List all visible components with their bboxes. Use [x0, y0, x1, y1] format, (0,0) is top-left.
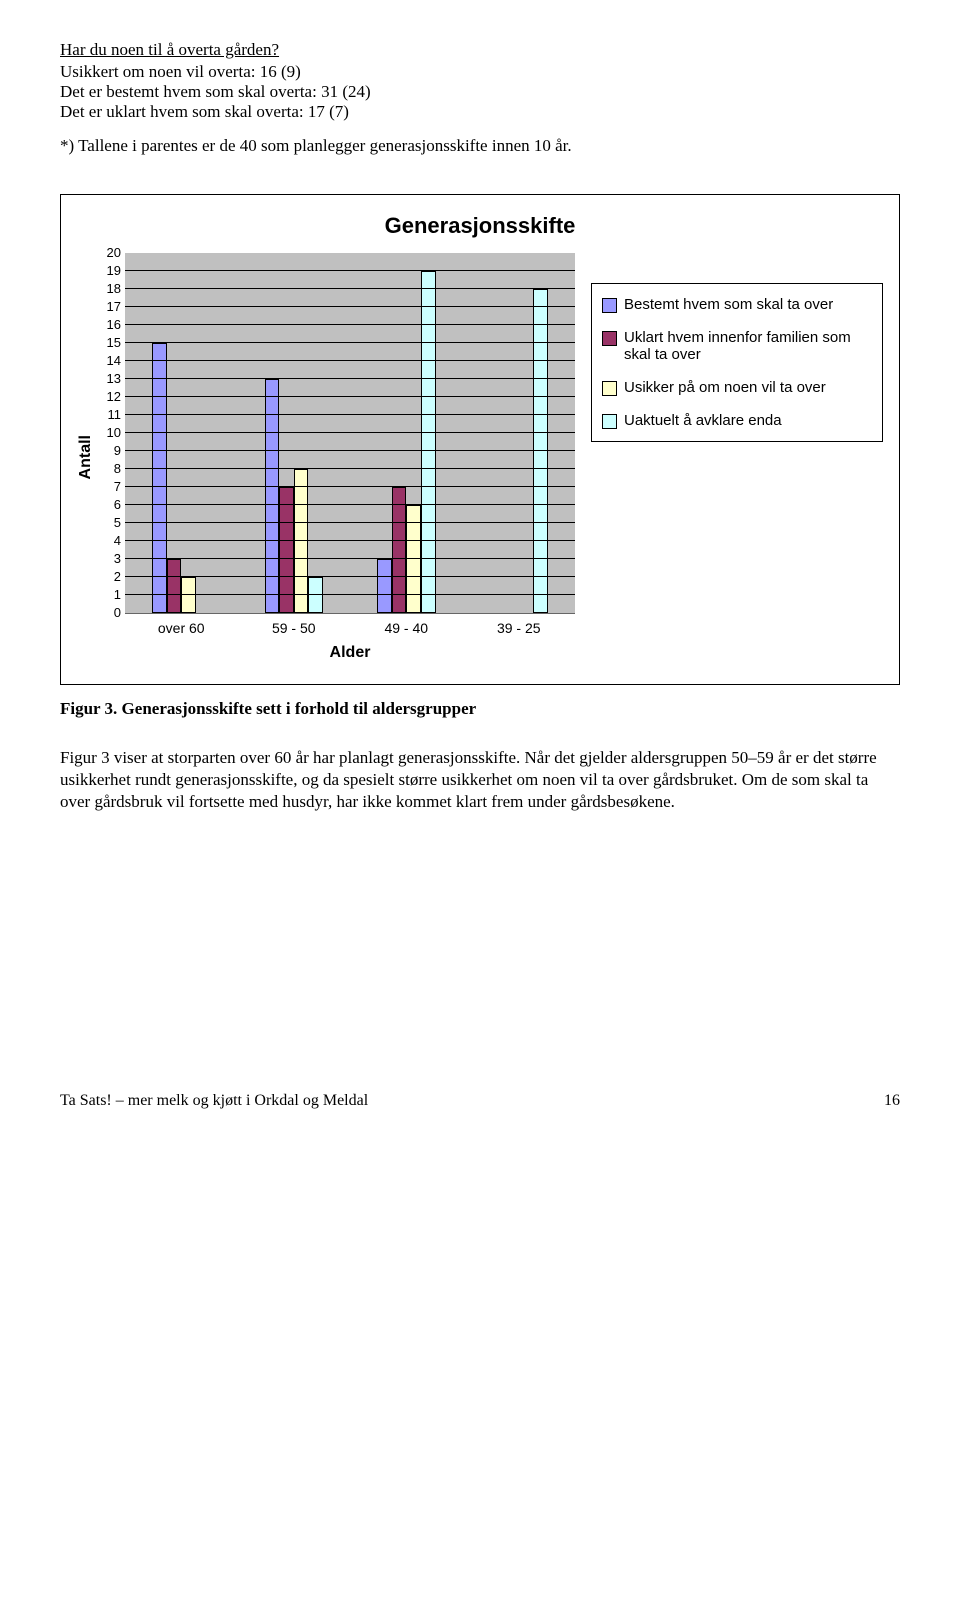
legend-item: Uklart hvem innenfor familien som skal t…	[602, 329, 872, 363]
figure-caption: Figur 3. Generasjonsskifte sett i forhol…	[60, 699, 900, 719]
bar	[308, 577, 323, 613]
y-ticks: 01234567891011121314151617181920	[99, 253, 125, 613]
footer-text: Ta Sats! – mer melk og kjøtt i Orkdal og…	[60, 1092, 368, 1110]
x-tick: over 60	[125, 620, 238, 636]
legend-item: Bestemt hvem som skal ta over	[602, 296, 872, 313]
answer-line-2: Det er bestemt hvem som skal overta: 31 …	[60, 82, 900, 102]
bar-group	[350, 253, 463, 613]
x-ticks: over 6059 - 5049 - 4039 - 25	[125, 620, 575, 636]
legend-swatch	[602, 414, 617, 429]
legend-swatch	[602, 381, 617, 396]
bar-group	[463, 253, 576, 613]
legend-label: Usikker på om noen vil ta over	[624, 379, 826, 396]
x-axis-label: Alder	[125, 644, 575, 662]
bar	[294, 469, 309, 613]
chart-container: Generasjonsskifte Antall 012345678910111…	[60, 194, 900, 685]
bar	[533, 289, 548, 613]
legend-label: Uklart hvem innenfor familien som skal t…	[624, 329, 872, 363]
x-tick: 39 - 25	[463, 620, 576, 636]
bar-group	[238, 253, 351, 613]
legend-label: Bestemt hvem som skal ta over	[624, 296, 833, 313]
bar	[152, 343, 167, 613]
bar	[167, 559, 182, 613]
legend-swatch	[602, 298, 617, 313]
survey-question: Har du noen til å overta gården?	[60, 40, 900, 60]
legend-item: Uaktuelt å avklare enda	[602, 412, 872, 429]
body-paragraph: Figur 3 viser at storparten over 60 år h…	[60, 747, 900, 812]
x-tick: 59 - 50	[238, 620, 351, 636]
plot-area	[125, 253, 575, 614]
y-axis-label: Antall	[77, 435, 95, 479]
chart-title: Generasjonsskifte	[77, 213, 883, 239]
x-tick: 49 - 40	[350, 620, 463, 636]
legend-label: Uaktuelt å avklare enda	[624, 412, 782, 429]
bar	[377, 559, 392, 613]
chart-legend: Bestemt hvem som skal ta over Uklart hvem…	[591, 283, 883, 442]
legend-item: Usikker på om noen vil ta over	[602, 379, 872, 396]
bar	[421, 271, 436, 613]
page-number: 16	[884, 1092, 900, 1110]
bar	[181, 577, 196, 613]
answer-line-3: Det er uklart hvem som skal overta: 17 (…	[60, 102, 900, 122]
page-footer: Ta Sats! – mer melk og kjøtt i Orkdal og…	[60, 1092, 900, 1110]
answer-line-1: Usikkert om noen vil overta: 16 (9)	[60, 62, 900, 82]
bar-group	[125, 253, 238, 613]
legend-swatch	[602, 331, 617, 346]
footnote: *) Tallene i parentes er de 40 som planl…	[60, 136, 900, 156]
